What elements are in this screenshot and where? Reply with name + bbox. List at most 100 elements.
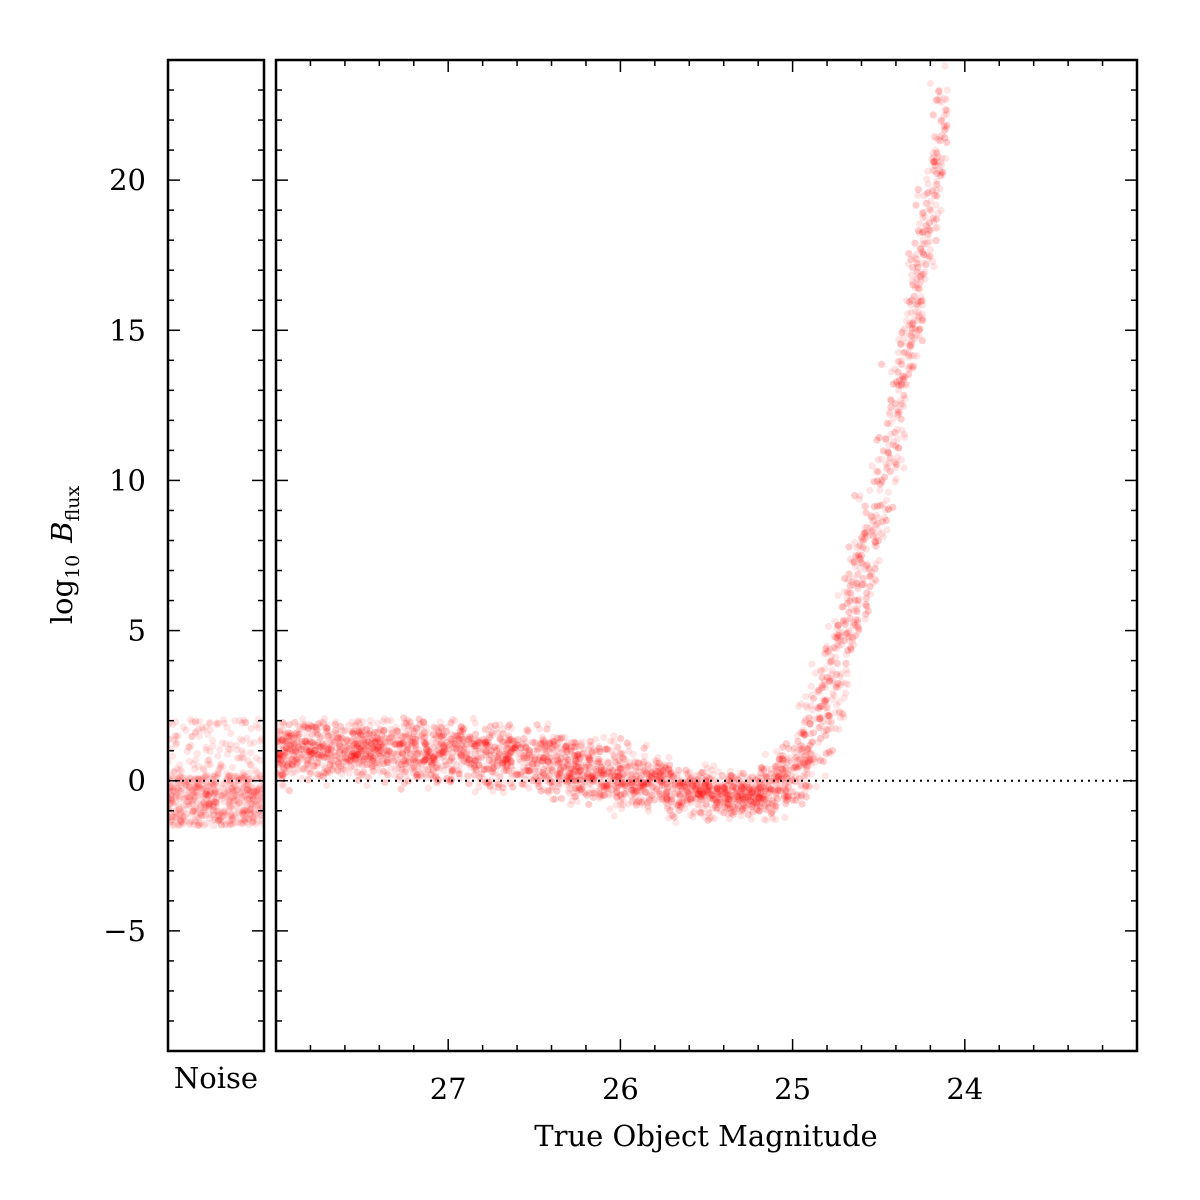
data-point bbox=[937, 169, 945, 177]
noise-point bbox=[246, 810, 254, 818]
noise-point bbox=[194, 783, 203, 791]
data-point bbox=[917, 273, 925, 281]
noise-point bbox=[189, 760, 197, 769]
data-point bbox=[363, 741, 372, 749]
data-point bbox=[565, 765, 573, 773]
data-point bbox=[929, 187, 937, 195]
data-point bbox=[737, 787, 745, 795]
noise-point bbox=[257, 811, 264, 819]
noise-point bbox=[230, 805, 238, 814]
data-point bbox=[911, 325, 919, 333]
noise-point bbox=[220, 719, 228, 727]
data-point bbox=[832, 633, 840, 642]
data-point bbox=[909, 319, 917, 327]
data-point bbox=[486, 722, 495, 731]
data-point bbox=[828, 725, 836, 733]
data-point bbox=[907, 301, 915, 309]
data-point bbox=[706, 775, 714, 784]
data-point bbox=[362, 726, 370, 734]
data-point bbox=[665, 753, 673, 762]
data-point bbox=[276, 737, 282, 745]
data-point bbox=[749, 786, 757, 794]
noise-point bbox=[251, 792, 259, 800]
data-point bbox=[852, 552, 860, 560]
data-point bbox=[603, 781, 611, 789]
noise-point bbox=[182, 781, 190, 789]
data-point bbox=[854, 596, 862, 605]
data-point bbox=[792, 753, 800, 761]
noise-point bbox=[210, 790, 218, 798]
noise-point bbox=[205, 800, 213, 808]
data-point bbox=[640, 752, 649, 760]
noise-point bbox=[209, 803, 217, 811]
data-point bbox=[387, 730, 396, 738]
data-point bbox=[290, 741, 298, 749]
noise-point bbox=[224, 786, 232, 794]
data-point bbox=[796, 762, 805, 770]
data-point bbox=[567, 747, 575, 755]
data-point bbox=[906, 329, 914, 337]
noise-point bbox=[241, 816, 249, 824]
data-point bbox=[312, 724, 320, 732]
data-point bbox=[591, 772, 599, 781]
noise-point bbox=[243, 795, 251, 803]
data-point bbox=[503, 754, 511, 762]
data-point bbox=[298, 774, 306, 783]
noise-point bbox=[176, 787, 185, 795]
data-point bbox=[824, 648, 832, 656]
noise-point bbox=[189, 788, 197, 797]
noise-point bbox=[238, 719, 246, 727]
data-point bbox=[618, 753, 627, 762]
noise-point bbox=[175, 793, 183, 801]
data-point bbox=[617, 735, 625, 743]
data-point bbox=[279, 760, 287, 768]
data-point bbox=[371, 734, 379, 742]
data-point bbox=[895, 376, 904, 384]
data-point bbox=[709, 777, 717, 785]
data-point bbox=[432, 773, 440, 781]
data-point bbox=[865, 565, 873, 573]
data-point bbox=[574, 769, 582, 777]
data-point bbox=[862, 529, 870, 537]
data-point bbox=[721, 780, 730, 788]
noise-point bbox=[219, 812, 227, 820]
noise-point bbox=[209, 806, 217, 814]
noise-point bbox=[257, 771, 264, 779]
noise-point bbox=[170, 783, 178, 792]
data-point bbox=[616, 764, 624, 772]
data-point bbox=[456, 745, 464, 753]
noise-point bbox=[256, 782, 264, 790]
data-point bbox=[574, 773, 582, 781]
data-point bbox=[697, 783, 705, 791]
noise-point bbox=[240, 772, 248, 780]
data-point bbox=[511, 746, 519, 754]
data-point bbox=[595, 748, 604, 756]
noise-point bbox=[208, 736, 216, 745]
noise-point bbox=[239, 749, 247, 758]
data-point bbox=[754, 783, 763, 791]
data-point bbox=[912, 250, 920, 259]
data-point bbox=[714, 794, 722, 802]
data-point bbox=[725, 794, 733, 803]
data-point bbox=[683, 781, 691, 790]
data-point bbox=[866, 573, 874, 581]
data-point bbox=[417, 772, 425, 780]
noise-point bbox=[244, 785, 252, 793]
data-point bbox=[909, 363, 917, 371]
data-point bbox=[864, 532, 872, 540]
data-point bbox=[475, 737, 483, 745]
data-point bbox=[527, 766, 535, 774]
noise-point bbox=[192, 781, 200, 790]
noise-point bbox=[226, 803, 234, 812]
data-point bbox=[881, 506, 890, 514]
data-point bbox=[475, 753, 483, 761]
data-point bbox=[436, 718, 444, 726]
data-point bbox=[859, 543, 867, 551]
data-point bbox=[543, 746, 551, 755]
data-point bbox=[773, 748, 781, 756]
data-point bbox=[899, 374, 907, 382]
data-point bbox=[597, 764, 606, 772]
noise-point bbox=[202, 746, 210, 754]
data-point bbox=[293, 729, 301, 737]
data-point bbox=[893, 425, 901, 434]
